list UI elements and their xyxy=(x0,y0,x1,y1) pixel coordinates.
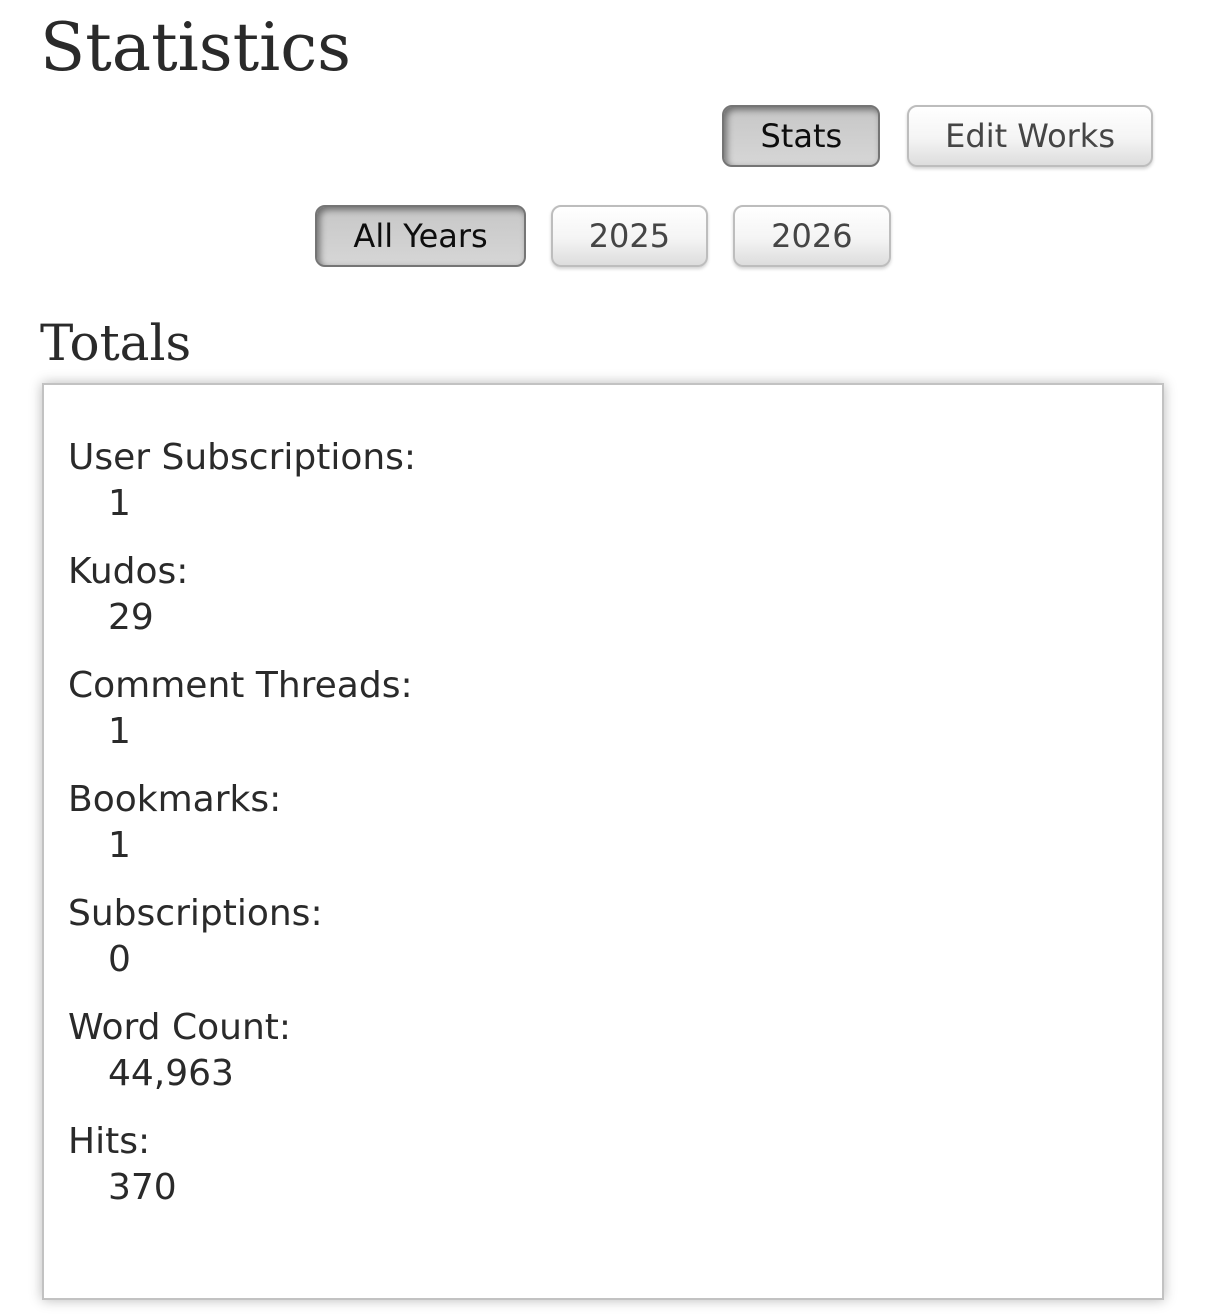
stat-user-subscriptions-value: 1 xyxy=(108,483,131,525)
all-years-button[interactable]: All Years xyxy=(315,205,526,268)
stat-user-subscriptions-label: User Subscriptions: xyxy=(68,437,417,479)
stat-bookmarks-label: Bookmarks: xyxy=(68,779,282,821)
edit-works-button[interactable]: Edit Works xyxy=(907,105,1153,168)
totals-statistics-list: User Subscriptions: 1 Kudos: 29 Comment … xyxy=(68,435,1138,1211)
stat-hits-label: Hits: xyxy=(68,1121,151,1163)
view-tabs-row: Stats Edit Works xyxy=(0,105,1206,168)
year-tabs-row: All Years 2025 2026 xyxy=(0,205,1206,268)
page-title: Statistics xyxy=(40,9,352,86)
stat-word-count-label: Word Count: xyxy=(68,1007,292,1049)
stat-word-count-value: 44,963 xyxy=(108,1053,234,1095)
stat-subscriptions-label: Subscriptions: xyxy=(68,893,323,935)
stat-bookmarks-value: 1 xyxy=(108,825,131,867)
year-2026-button[interactable]: 2026 xyxy=(733,205,891,268)
stat-kudos-label: Kudos: xyxy=(68,551,189,593)
stat-comment-threads-value: 1 xyxy=(108,711,131,753)
stat-hits-value: 370 xyxy=(108,1167,177,1209)
year-2025-button[interactable]: 2025 xyxy=(550,205,709,268)
stats-tab-button[interactable]: Stats xyxy=(722,105,881,168)
stat-subscriptions-value: 0 xyxy=(108,939,131,981)
stat-kudos-value: 29 xyxy=(108,597,154,639)
totals-box: User Subscriptions: 1 Kudos: 29 Comment … xyxy=(42,383,1164,1301)
stat-comment-threads-label: Comment Threads: xyxy=(68,665,413,707)
totals-heading: Totals xyxy=(40,314,192,373)
